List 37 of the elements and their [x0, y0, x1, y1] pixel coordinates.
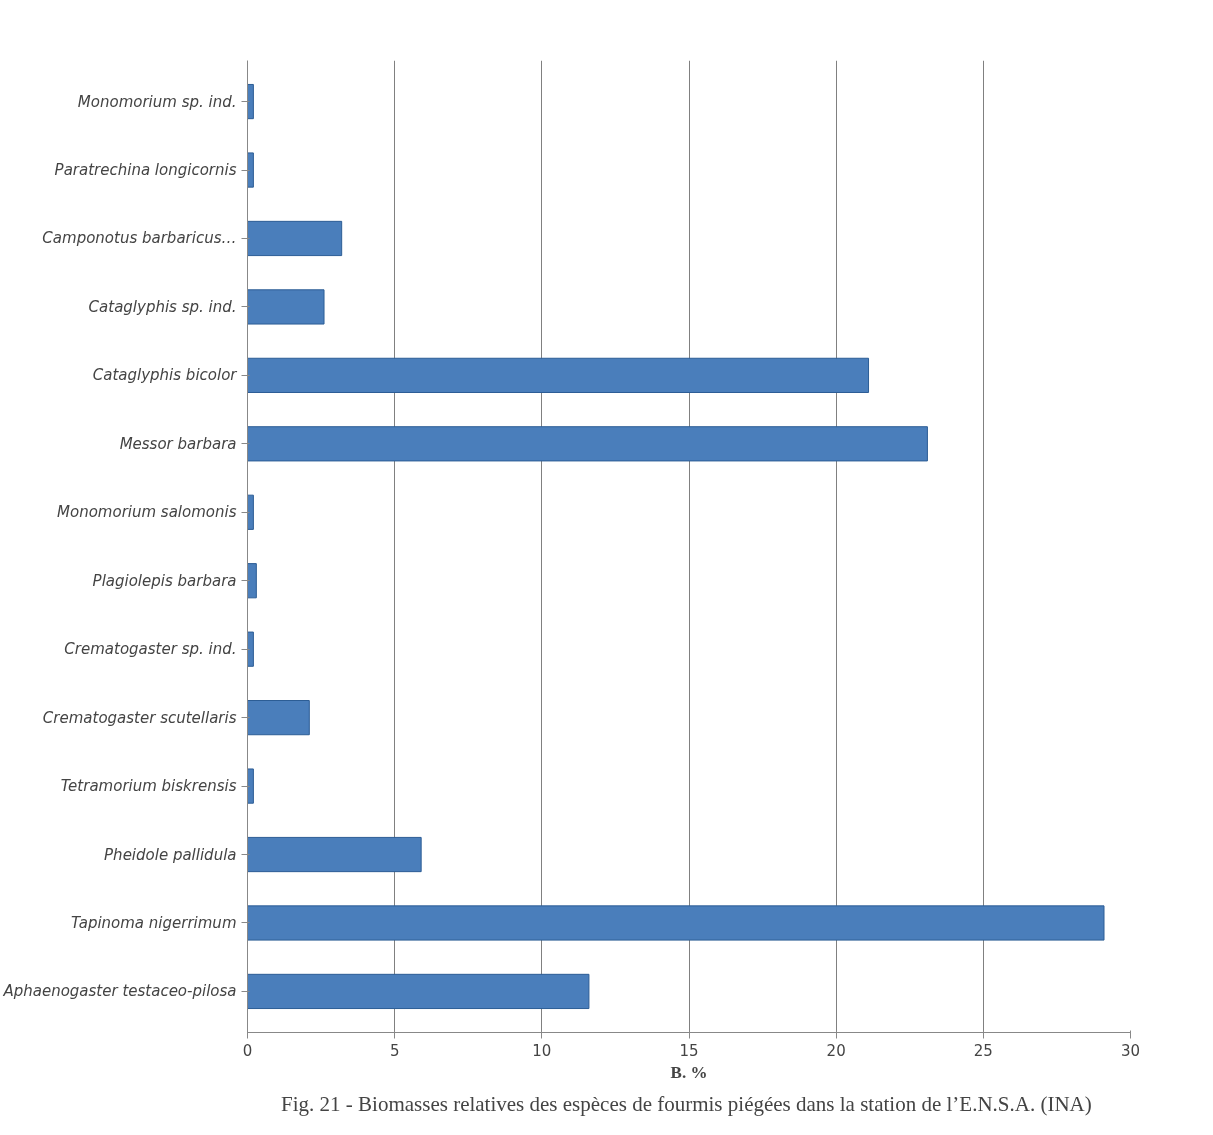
y-tick-label: Tetramorium biskrensis — [60, 777, 237, 796]
x-axis-title: B. % — [670, 1062, 708, 1082]
bar — [247, 152, 254, 188]
bar — [247, 357, 870, 393]
x-tick-label: 30 — [1120, 1041, 1141, 1060]
bar — [247, 220, 343, 257]
y-tick-label: Paratrechina longicornis — [54, 161, 237, 180]
y-tick-label: Crematogaster scutellaris — [42, 708, 237, 727]
bar — [247, 700, 310, 736]
y-tick-label: Monomorium sp. ind. — [77, 92, 237, 111]
bar — [247, 973, 590, 1010]
x-tick-label: 20 — [826, 1041, 846, 1060]
y-tick-label: Pheidole pallidula — [104, 845, 237, 864]
y-tick-label: Messor barbara — [119, 434, 237, 453]
bar — [247, 836, 422, 873]
y-tick-label: Crematogaster sp. ind. — [64, 640, 237, 659]
y-tick-label: Aphaenogaster testaceo-pilosa — [2, 982, 237, 1001]
bar — [247, 83, 254, 120]
x-tick-label: 15 — [679, 1041, 699, 1060]
x-tick-label: 10 — [532, 1041, 552, 1060]
bar — [247, 905, 1105, 941]
y-tick-label: Plagiolepis barbara — [92, 571, 237, 590]
bar — [247, 768, 254, 804]
x-tick-label: 5 — [389, 1041, 400, 1060]
x-tick-label: 25 — [973, 1041, 993, 1060]
bar — [247, 494, 254, 530]
x-tick-label: 0 — [242, 1041, 253, 1060]
y-tick-label: Cataglyphis bicolor — [92, 366, 238, 385]
y-tick-label: Tapinoma nigerrimum — [71, 913, 237, 932]
text: Fig. 21 - Biomasses relatives des espèces de fourmis piégées dans la station de l’E.N.S.A. (INA) — [281, 1091, 1092, 1116]
bar — [247, 563, 257, 599]
bar — [247, 289, 325, 325]
bar — [247, 426, 928, 462]
y-tick-label: Camponotus barbaricus… — [42, 229, 237, 248]
bar — [247, 631, 254, 667]
y-tick-label: Cataglyphis sp. ind. — [88, 297, 237, 316]
y-tick-label: Monomorium salomonis — [57, 503, 237, 522]
